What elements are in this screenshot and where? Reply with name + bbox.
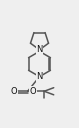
Text: O: O bbox=[11, 87, 18, 96]
Text: N: N bbox=[36, 72, 43, 81]
Text: N: N bbox=[36, 45, 43, 54]
Text: O: O bbox=[30, 87, 36, 96]
